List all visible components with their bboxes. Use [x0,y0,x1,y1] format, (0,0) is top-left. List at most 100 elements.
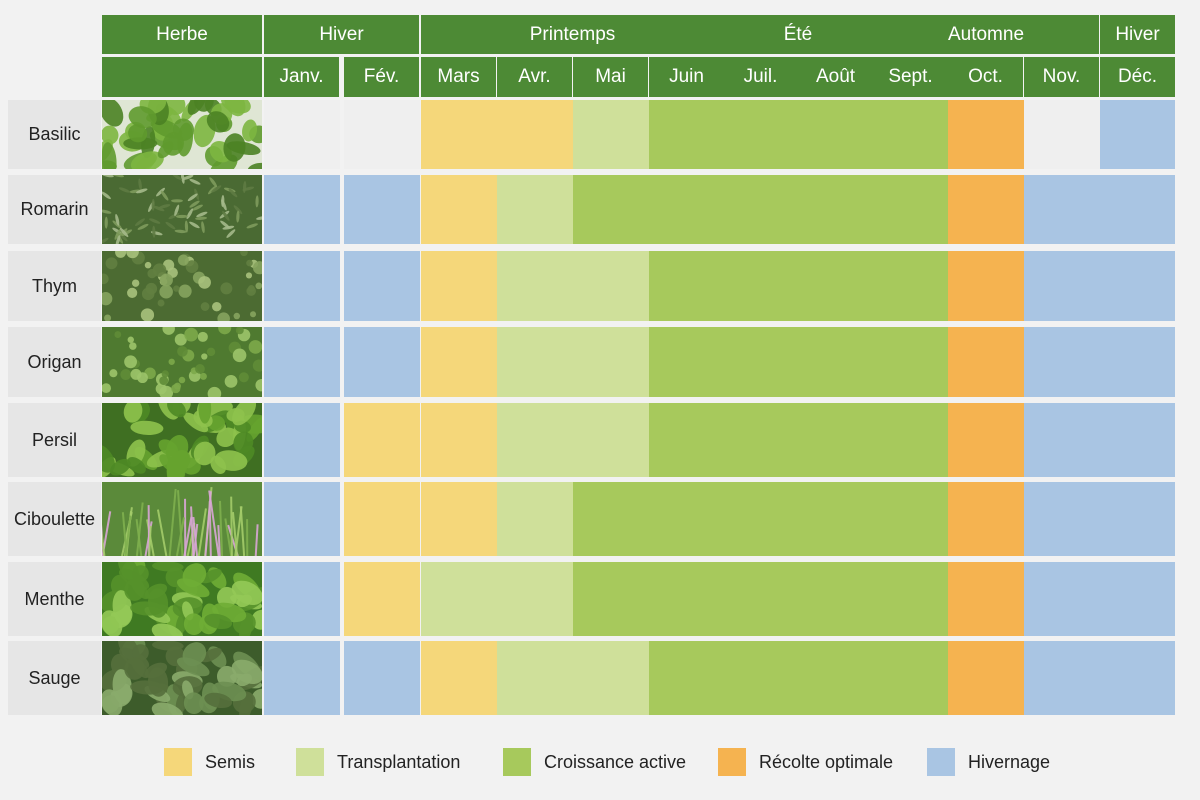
phase-cell-hivernage [1100,641,1175,715]
legend-label: Hivernage [968,751,1051,772]
legend-label: Semis [205,751,256,772]
phase-cell-recolte [948,327,1024,397]
season-header: Hiver [264,15,419,54]
legend-item-recolte: Récolte optimale [718,747,893,777]
phase-cell-croissance [573,482,649,556]
phase-cell-croissance [723,251,799,321]
herb-name: Menthe [8,562,101,636]
phase-cell-vide [264,100,340,169]
legend: Semis Transplantation Croissance active Réc… [0,740,1200,790]
herb-name: Basilic [8,100,101,169]
phase-cell-croissance [873,327,949,397]
phase-cell-hivernage [344,641,420,715]
legend-swatch [503,748,531,776]
phase-cell-croissance [798,100,874,169]
phase-cell-croissance [873,100,949,169]
phase-cell-hivernage [1024,482,1100,556]
phase-cell-hivernage [264,175,340,244]
phase-cell-hivernage [264,403,340,477]
phase-cell-transplantation [573,327,649,397]
phase-cell-croissance [649,251,725,321]
phase-cell-vide [344,100,420,169]
legend-swatch [718,748,746,776]
phase-cell-croissance [798,403,874,477]
month-header: Août [798,57,873,97]
legend-label: Récolte optimale [759,751,894,772]
legend-label: Transplantation [337,751,461,772]
phase-cell-croissance [873,175,949,244]
month-header: Mars [421,57,496,97]
phase-cell-croissance [649,100,725,169]
phase-cell-semis [344,482,420,556]
legend-item-transplantation: Transplantation [296,747,460,777]
phase-cell-hivernage [1024,251,1100,321]
phase-cell-croissance [798,641,874,715]
phase-cell-croissance [723,100,799,169]
phase-cell-semis [421,175,497,244]
phase-cell-croissance [798,251,874,321]
phase-cell-hivernage [264,482,340,556]
phase-cell-semis [421,641,497,715]
phase-cell-semis [421,327,497,397]
phase-cell-croissance [723,175,799,244]
legend-item-semis: Semis [164,747,255,777]
phase-cell-hivernage [1100,100,1175,169]
season-header: Printemps [421,15,724,54]
phase-cell-semis [421,100,497,169]
phase-cell-croissance [723,403,799,477]
phase-cell-croissance [723,562,799,636]
phase-cell-hivernage [1024,403,1100,477]
chives-photo-icon [102,482,262,556]
phase-cell-croissance [723,327,799,397]
month-header: Déc. [1100,57,1175,97]
phase-cell-croissance [873,482,949,556]
phase-cell-croissance [798,562,874,636]
phase-cell-hivernage [264,327,340,397]
month-header: Nov. [1024,57,1099,97]
phase-cell-recolte [948,100,1024,169]
phase-cell-croissance [873,641,949,715]
month-header: Juil. [723,57,798,97]
legend-swatch [164,748,192,776]
herb-column-header-spacer [102,57,262,97]
phase-cell-hivernage [264,562,340,636]
phase-cell-recolte [948,403,1024,477]
herb-calendar: Herbe Hiver Printemps Été Automne Hiver Janv. F… [8,15,1175,715]
season-header: Automne [873,15,1099,54]
season-header: Hiver [1100,15,1175,54]
phase-cell-transplantation [497,327,573,397]
phase-cell-semis [421,251,497,321]
month-header: Fév. [344,57,419,97]
thyme-photo-icon [102,251,262,321]
phase-cell-transplantation [497,641,573,715]
phase-cell-hivernage [1100,482,1175,556]
phase-cell-hivernage [264,641,340,715]
herb-name: Origan [8,327,101,397]
season-header: Été [723,15,873,54]
month-header: Sept. [873,57,948,97]
parsley-photo-icon [102,403,262,477]
phase-cell-croissance [649,327,725,397]
mint-photo-icon [102,562,262,636]
phase-cell-hivernage [1100,562,1175,636]
herb-name: Sauge [8,641,101,715]
herb-name: Ciboulette [8,482,101,556]
phase-cell-hivernage [1100,175,1175,244]
phase-cell-recolte [948,482,1024,556]
phase-cell-croissance [873,251,949,321]
legend-item-hivernage: Hivernage [927,747,1050,777]
sage-photo-icon [102,641,262,715]
phase-cell-hivernage [344,251,420,321]
herb-name: Persil [8,403,101,477]
phase-cell-croissance [873,562,949,636]
phase-cell-recolte [948,641,1024,715]
phase-cell-hivernage [1024,327,1100,397]
rosemary-photo-icon [102,175,262,244]
basil-photo-icon [102,100,262,169]
month-header: Janv. [264,57,339,97]
month-header: Mai [573,57,648,97]
phase-cell-transplantation [497,562,573,636]
phase-cell-croissance [649,641,725,715]
phase-cell-semis [344,403,420,477]
phase-cell-croissance [649,482,725,556]
